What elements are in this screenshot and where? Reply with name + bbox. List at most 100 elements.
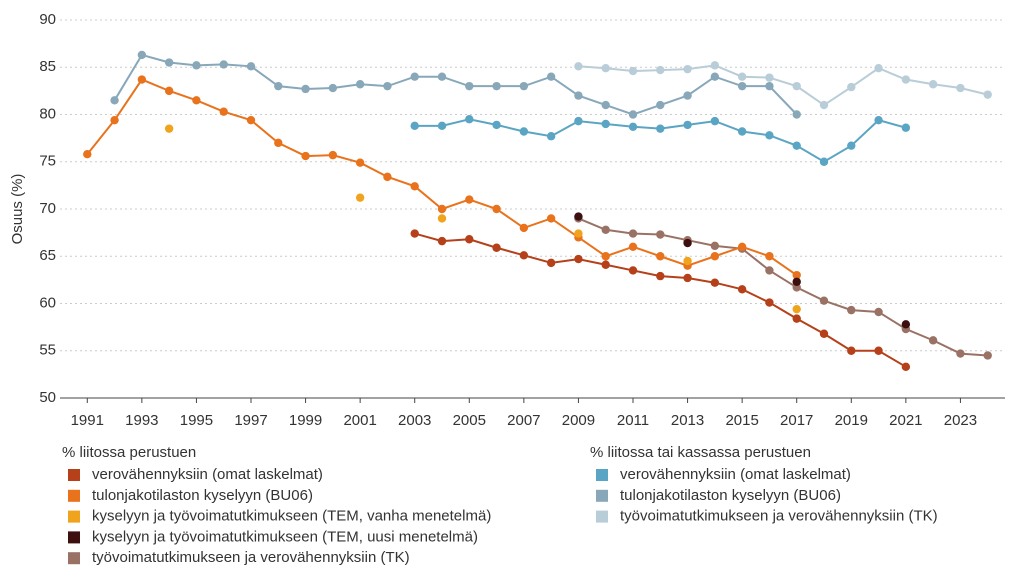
data-point bbox=[819, 329, 829, 338]
legend-title: % liitossa perustuen bbox=[62, 444, 196, 461]
data-point bbox=[437, 236, 447, 246]
x-tick-label: 2011 bbox=[617, 412, 649, 429]
data-point bbox=[901, 75, 911, 84]
data-point bbox=[437, 204, 447, 214]
data-point bbox=[601, 225, 610, 234]
x-tick-label: 2007 bbox=[507, 412, 540, 429]
y-tick-label: 90 bbox=[39, 11, 56, 28]
data-point bbox=[83, 149, 92, 159]
data-point bbox=[656, 124, 665, 133]
data-point bbox=[847, 141, 856, 150]
data-point bbox=[710, 116, 720, 126]
y-tick-label: 70 bbox=[39, 200, 56, 217]
data-point bbox=[628, 110, 638, 119]
y-tick-label: 55 bbox=[39, 342, 56, 359]
data-point bbox=[465, 195, 474, 204]
data-point bbox=[110, 96, 119, 105]
data-point bbox=[901, 362, 911, 372]
data-point bbox=[765, 81, 774, 91]
x-tick-label: 2019 bbox=[835, 412, 868, 429]
y-tick-label: 65 bbox=[39, 247, 56, 264]
data-point bbox=[383, 81, 392, 91]
data-point bbox=[355, 80, 365, 89]
data-point bbox=[683, 91, 692, 100]
data-point bbox=[574, 229, 583, 238]
data-point bbox=[683, 120, 692, 130]
data-point bbox=[956, 349, 965, 358]
data-point bbox=[956, 83, 965, 93]
data-point bbox=[710, 72, 720, 81]
legend-title: % liitossa tai kassassa perustuen bbox=[590, 444, 811, 461]
data-point bbox=[737, 242, 747, 251]
x-tick-label: 1995 bbox=[180, 412, 213, 429]
data-point bbox=[465, 81, 474, 91]
data-point bbox=[219, 60, 228, 69]
data-point bbox=[192, 61, 201, 70]
data-point bbox=[574, 62, 583, 71]
x-tick-label: 2005 bbox=[453, 412, 486, 429]
data-point bbox=[792, 81, 801, 91]
legend-swatch bbox=[596, 489, 608, 502]
y-axis-label: Osuus (%) bbox=[9, 174, 26, 245]
data-point bbox=[274, 138, 283, 148]
data-point bbox=[928, 336, 938, 345]
data-point bbox=[574, 91, 583, 100]
data-point bbox=[492, 81, 501, 91]
y-tick-label: 50 bbox=[39, 389, 56, 406]
data-point bbox=[737, 285, 747, 294]
data-point bbox=[683, 64, 692, 74]
data-point bbox=[219, 107, 228, 116]
data-point bbox=[383, 172, 392, 182]
x-tick-label: 2001 bbox=[343, 412, 376, 429]
legend-label: työvoimatutkimukseen ja verovähennyksiin… bbox=[92, 549, 410, 566]
data-point bbox=[574, 116, 583, 126]
data-point bbox=[465, 115, 474, 124]
legend-swatch bbox=[68, 510, 80, 523]
data-point bbox=[710, 241, 720, 251]
x-tick-label: 1997 bbox=[234, 412, 267, 429]
data-point bbox=[710, 278, 720, 287]
legend-label: kyselyyn ja työvoimatutkimukseen (TEM, v… bbox=[92, 508, 491, 525]
x-tick-label: 2009 bbox=[562, 412, 595, 429]
data-point bbox=[137, 75, 147, 84]
data-point bbox=[274, 81, 283, 91]
data-point bbox=[656, 230, 665, 239]
series-line bbox=[578, 217, 988, 357]
data-point bbox=[683, 238, 692, 248]
legend-label: työvoimatutkimukseen ja verovähennyksiin… bbox=[620, 508, 938, 525]
data-point bbox=[164, 58, 174, 67]
legend-swatch bbox=[596, 469, 608, 481]
data-point bbox=[546, 258, 556, 268]
data-point bbox=[328, 150, 338, 160]
data-point bbox=[301, 151, 310, 161]
data-point bbox=[765, 252, 774, 261]
data-point bbox=[110, 115, 119, 125]
x-tick-label: 2023 bbox=[944, 412, 977, 429]
data-point bbox=[765, 131, 774, 140]
data-point bbox=[656, 65, 665, 75]
data-point bbox=[437, 121, 447, 131]
y-tick-label: 75 bbox=[39, 153, 56, 170]
legend-swatch bbox=[68, 469, 80, 481]
data-point bbox=[492, 204, 501, 214]
x-tick-label: 1991 bbox=[71, 412, 104, 429]
data-point bbox=[437, 214, 447, 223]
series-line bbox=[113, 53, 798, 116]
data-point bbox=[901, 320, 911, 329]
data-point bbox=[465, 235, 474, 244]
data-point bbox=[792, 277, 801, 286]
data-point bbox=[792, 314, 801, 323]
data-point bbox=[492, 243, 501, 252]
data-point bbox=[983, 90, 992, 99]
data-point bbox=[656, 252, 665, 261]
data-point bbox=[164, 124, 174, 133]
data-point bbox=[765, 73, 774, 82]
data-point bbox=[765, 298, 774, 307]
series-line bbox=[578, 64, 988, 107]
legend-swatch bbox=[596, 510, 608, 523]
data-point bbox=[656, 271, 665, 281]
data-point bbox=[601, 260, 610, 269]
data-point bbox=[792, 270, 801, 280]
data-point bbox=[874, 63, 883, 73]
